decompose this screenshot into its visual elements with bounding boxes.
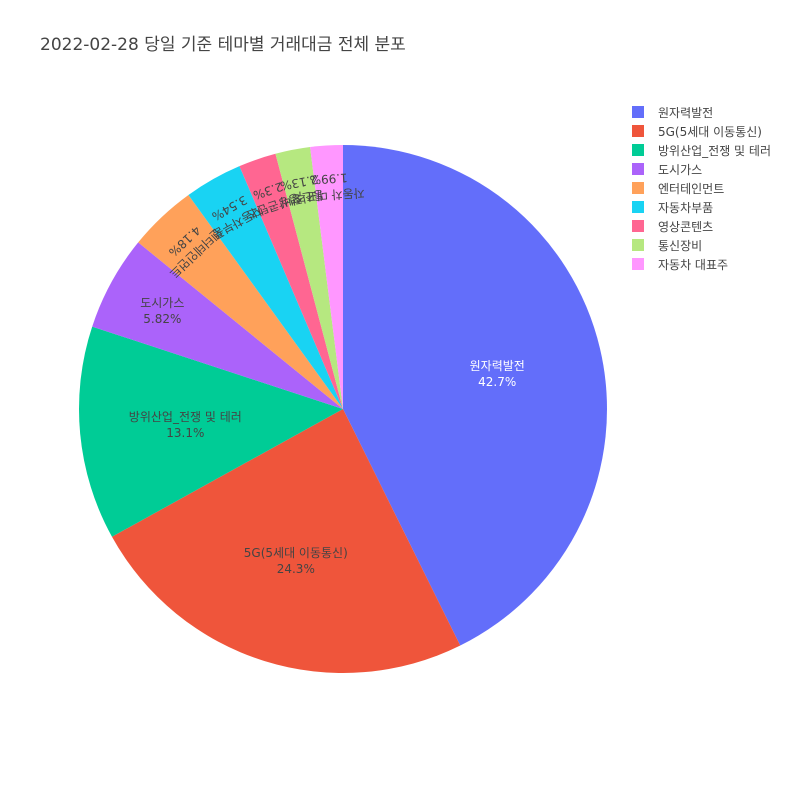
slice-label-name: 원자력발전 bbox=[470, 359, 525, 373]
legend-swatch[interactable] bbox=[632, 182, 644, 194]
pie-slice-1[interactable] bbox=[343, 145, 608, 646]
legend-swatch[interactable] bbox=[632, 125, 644, 137]
pie-slice-8[interactable] bbox=[275, 147, 343, 409]
pie-slice-labels: 원자력발전 42.7% 5G(5세대 이동통신) 24.3% 방위산업_전쟁 및 테러 1… bbox=[129, 171, 525, 577]
pie-slice-3[interactable] bbox=[79, 326, 343, 537]
slice-label-name: 도시가스 bbox=[140, 296, 184, 310]
legend-label[interactable]: 엔터테인먼트 bbox=[658, 182, 724, 196]
slice-label-group-2: 5G(5세대 이동통신) 24.3% bbox=[244, 546, 348, 576]
pie-slice-7[interactable] bbox=[239, 153, 343, 409]
pie-slice-4[interactable] bbox=[92, 242, 343, 409]
legend-swatch[interactable] bbox=[632, 163, 644, 175]
legend-label[interactable]: 자동차부품 bbox=[658, 201, 713, 215]
slice-label-value: 24.3% bbox=[277, 562, 315, 576]
pie-slice-9[interactable] bbox=[310, 145, 343, 409]
pie-slices bbox=[79, 145, 608, 673]
slice-label-name: 자동차 대표주 bbox=[294, 185, 365, 203]
legend-label[interactable]: 방위산업_전쟁 및 테러 bbox=[658, 144, 771, 158]
slice-label-name: 5G(5세대 이동통신) bbox=[244, 546, 348, 560]
pie-slice-6[interactable] bbox=[188, 166, 343, 409]
legend-label[interactable]: 통신장비 bbox=[658, 239, 702, 253]
legend-swatch[interactable] bbox=[632, 106, 644, 118]
legend-label[interactable]: 도시가스 bbox=[658, 163, 702, 177]
legend-label[interactable]: 원자력발전 bbox=[658, 106, 713, 120]
slice-label-value: 13.1% bbox=[166, 426, 204, 440]
legend[interactable]: 원자력발전 5G(5세대 이동통신) 방위산업_전쟁 및 테러도시가스엔터테인먼트자… bbox=[632, 106, 771, 272]
legend-label[interactable]: 5G(5세대 이동통신) bbox=[658, 125, 762, 139]
legend-swatch[interactable] bbox=[632, 258, 644, 270]
legend-swatch[interactable] bbox=[632, 201, 644, 213]
legend-item-9[interactable]: 자동차 대표주 bbox=[632, 258, 728, 272]
legend-item-4[interactable]: 도시가스 bbox=[632, 163, 702, 177]
slice-label-name: 방위산업_전쟁 및 테러 bbox=[129, 410, 242, 424]
legend-item-3[interactable]: 방위산업_전쟁 및 테러 bbox=[632, 144, 771, 158]
chart-title: 2022-02-28 당일 기준 테마별 거래대금 전체 분포 bbox=[40, 35, 406, 55]
legend-label[interactable]: 영상콘텐츠 bbox=[658, 220, 713, 234]
legend-swatch[interactable] bbox=[632, 220, 644, 232]
legend-item-7[interactable]: 영상콘텐츠 bbox=[632, 220, 713, 234]
legend-item-6[interactable]: 자동차부품 bbox=[632, 201, 713, 215]
legend-item-5[interactable]: 엔터테인먼트 bbox=[632, 182, 724, 196]
legend-swatch[interactable] bbox=[632, 144, 644, 156]
legend-swatch[interactable] bbox=[632, 239, 644, 251]
pie-slice-5[interactable] bbox=[138, 194, 343, 409]
slice-label-group-4: 도시가스 5.82% bbox=[140, 296, 184, 326]
legend-label[interactable]: 자동차 대표주 bbox=[658, 258, 728, 272]
legend-item-2[interactable]: 5G(5세대 이동통신) bbox=[632, 125, 762, 139]
slice-label-group-3: 방위산업_전쟁 및 테러 13.1% bbox=[129, 410, 242, 440]
pie-slice-2[interactable] bbox=[111, 409, 461, 673]
legend-item-8[interactable]: 통신장비 bbox=[632, 239, 702, 253]
slice-label-value: 5.82% bbox=[143, 312, 181, 326]
slice-label-group-1: 원자력발전 42.7% bbox=[470, 359, 525, 389]
slice-label-value: 1.99% bbox=[309, 171, 348, 187]
slice-label-value: 42.7% bbox=[478, 375, 516, 389]
legend-item-1[interactable]: 원자력발전 bbox=[632, 106, 713, 120]
